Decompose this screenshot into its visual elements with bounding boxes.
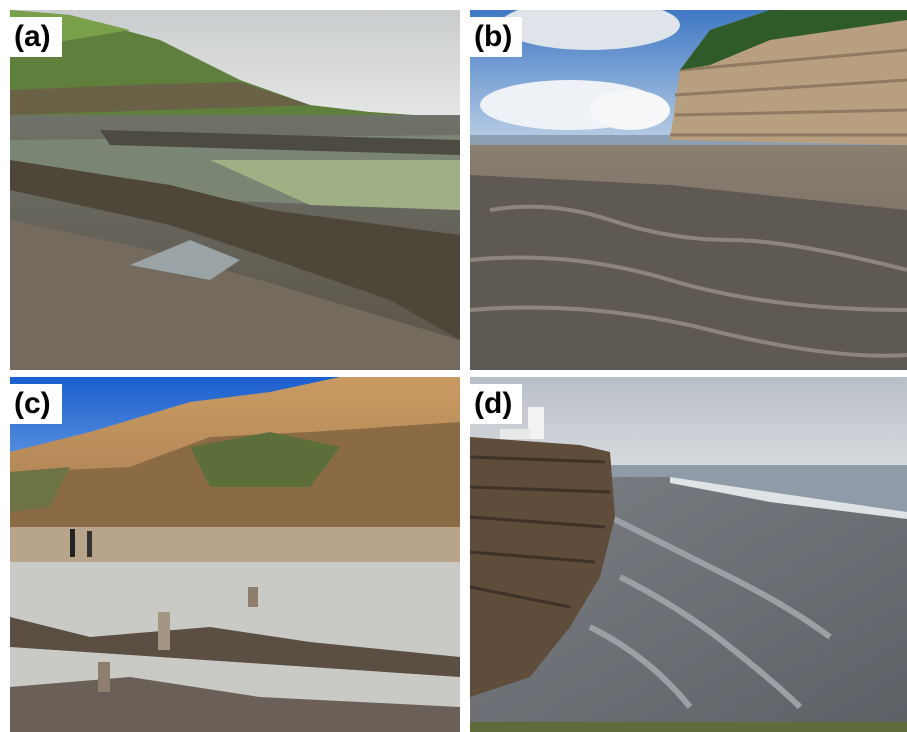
- panel-label: (c): [14, 387, 51, 420]
- panel-label: (d): [474, 387, 512, 420]
- label-box: [10, 17, 62, 57]
- panel-label: (b): [474, 20, 512, 53]
- label-box: [10, 384, 62, 424]
- panel-label: (a): [14, 20, 51, 53]
- label-box: [470, 17, 522, 57]
- panel-a: (a): [10, 10, 460, 370]
- panel-c: (c): [10, 377, 460, 732]
- panel-d: (d): [470, 377, 907, 732]
- panel-b: (b): [470, 10, 907, 370]
- label-box: [470, 384, 522, 424]
